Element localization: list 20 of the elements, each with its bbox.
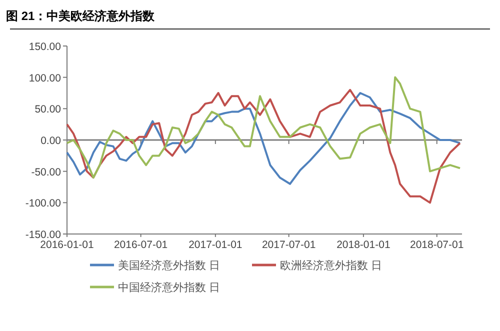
x-tick-label: 2018-01-01 (336, 239, 390, 251)
line-series (66, 88, 461, 204)
x-tick-label: 2016-01-01 (40, 239, 94, 251)
y-tick-label: 0.00 (40, 135, 62, 147)
chart-title: 图 21：中美欧经济意外指数 (6, 9, 156, 23)
x-tick-label: 2018-07-01 (410, 239, 464, 251)
y-tick-label: 100.00 (28, 72, 62, 84)
y-tick-label: 50.00 (34, 104, 62, 116)
x-tick-label: 2017-07-01 (262, 239, 316, 251)
y-tick-label: 150.00 (28, 41, 62, 53)
legend-label: 美国经济意外指数 日 (118, 259, 220, 272)
line-series (66, 76, 461, 179)
y-tick-label: -150.00 (25, 229, 62, 241)
y-tick-label: -50.00 (31, 166, 62, 178)
x-tick-label: 2016-07-01 (114, 239, 168, 251)
legend-label: 中国经济意外指数 日 (118, 281, 220, 294)
line-series (66, 92, 461, 185)
legend-label: 欧洲经济意外指数 日 (280, 259, 382, 272)
y-tick-label: -100.00 (25, 198, 62, 210)
x-tick-label: 2017-01-01 (188, 239, 242, 251)
